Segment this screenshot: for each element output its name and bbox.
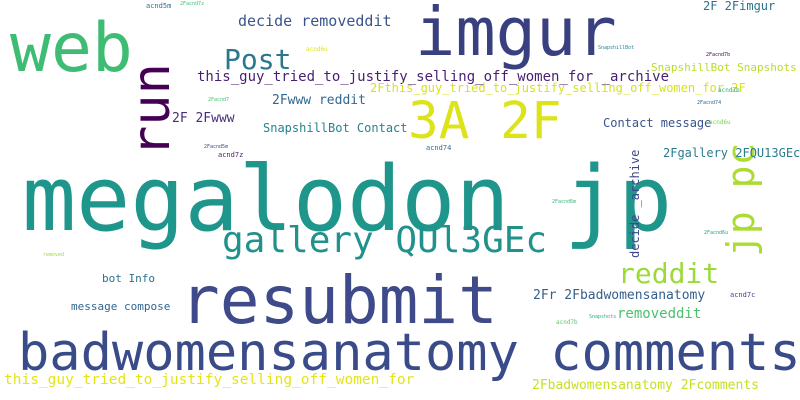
word-this-guy-long: this_guy_tried_to_justify_selling_off_wo…	[4, 372, 415, 388]
word-2f-2fimgur: 2F 2Fimgur	[703, 0, 776, 13]
word-message-compose: message compose	[71, 300, 171, 313]
word-gallery-qul3gec: gallery QUl3GEc	[222, 220, 548, 261]
word-web: web	[10, 9, 133, 88]
word-reddit: reddit	[618, 257, 720, 290]
word-removeddit: removeddit	[617, 306, 702, 322]
word-acnd7c: acnd7c	[730, 291, 756, 299]
word-acnd6u-a: acnd6u	[306, 46, 328, 53]
word-2facnd7z-top: 2Facnd7z	[180, 1, 205, 7]
word-2facnd7: 2Facnd7	[208, 97, 230, 103]
word-megalodon-jp: megalodon jp	[22, 147, 673, 252]
word-acnd5m: acnd5m	[146, 2, 172, 10]
word-2facnd5m: 2Facnd5m	[204, 144, 229, 150]
word-2f-2fwww: 2F 2Fwww	[172, 111, 235, 126]
word-3a-2f: 3A 2F	[408, 92, 562, 151]
word-2facnd74: 2Facnd74	[697, 100, 722, 106]
word-2facnd7b: 2Facnd7b	[706, 52, 731, 58]
word-snapshots-small: Snapshots	[589, 314, 617, 320]
word-snapshillbot-snapshots: SnapshillBot Snapshots	[651, 61, 797, 74]
word-2facnd6m: 2Facnd6m	[552, 199, 577, 205]
word-2fgallery-2fqu13gec: 2Fgallery 2FQU13GEc	[663, 146, 800, 160]
word-bot-info: bot Info	[102, 272, 155, 285]
word-snapshillbot-contact: SnapshillBot Contact	[263, 121, 408, 135]
word-run: run	[122, 63, 182, 157]
word-snapshillbot-small: SnapshillBot	[598, 45, 635, 51]
word-post: Post	[224, 43, 292, 76]
word-2facnd6u: 2Facnd6u	[704, 230, 729, 236]
word-acnd7b-b: acnd7b	[556, 319, 578, 326]
word-decide-removeddit: decide removeddit	[238, 12, 392, 30]
word-2fr-2fbadwomensanatomy: 2Fr 2Fbadwomensanatomy	[533, 288, 706, 303]
word-badwomensanatomy-comments: badwomensanatomy comments	[18, 323, 800, 383]
word-this-guy-archive: this_guy_tried_to_justify_selling_off_wo…	[197, 69, 670, 85]
word-2fbadwomensanatomy-2fcomments: 2Fbadwomensanatomy 2Fcomments	[532, 378, 759, 393]
word-imgur: imgur	[415, 0, 617, 71]
word-2fwww-reddit: 2Fwww reddit	[272, 93, 366, 108]
word-acnd74: acnd74	[426, 144, 452, 152]
word-2fthis-guy-2f: 2Fthis_guy_tried_to_justify_selling_off_…	[370, 81, 746, 95]
word-acnd6u-b: acnd6u	[709, 119, 731, 126]
word-decide-archive: decide _archive	[628, 149, 642, 258]
word-acnd7b-a: acnd7b	[718, 87, 740, 94]
word-acnd7z: acnd7z	[218, 151, 244, 159]
word-contact-message: Contact message	[603, 116, 712, 130]
word-resubmit: resubmit	[180, 262, 498, 339]
word-removed: removed	[43, 252, 65, 258]
